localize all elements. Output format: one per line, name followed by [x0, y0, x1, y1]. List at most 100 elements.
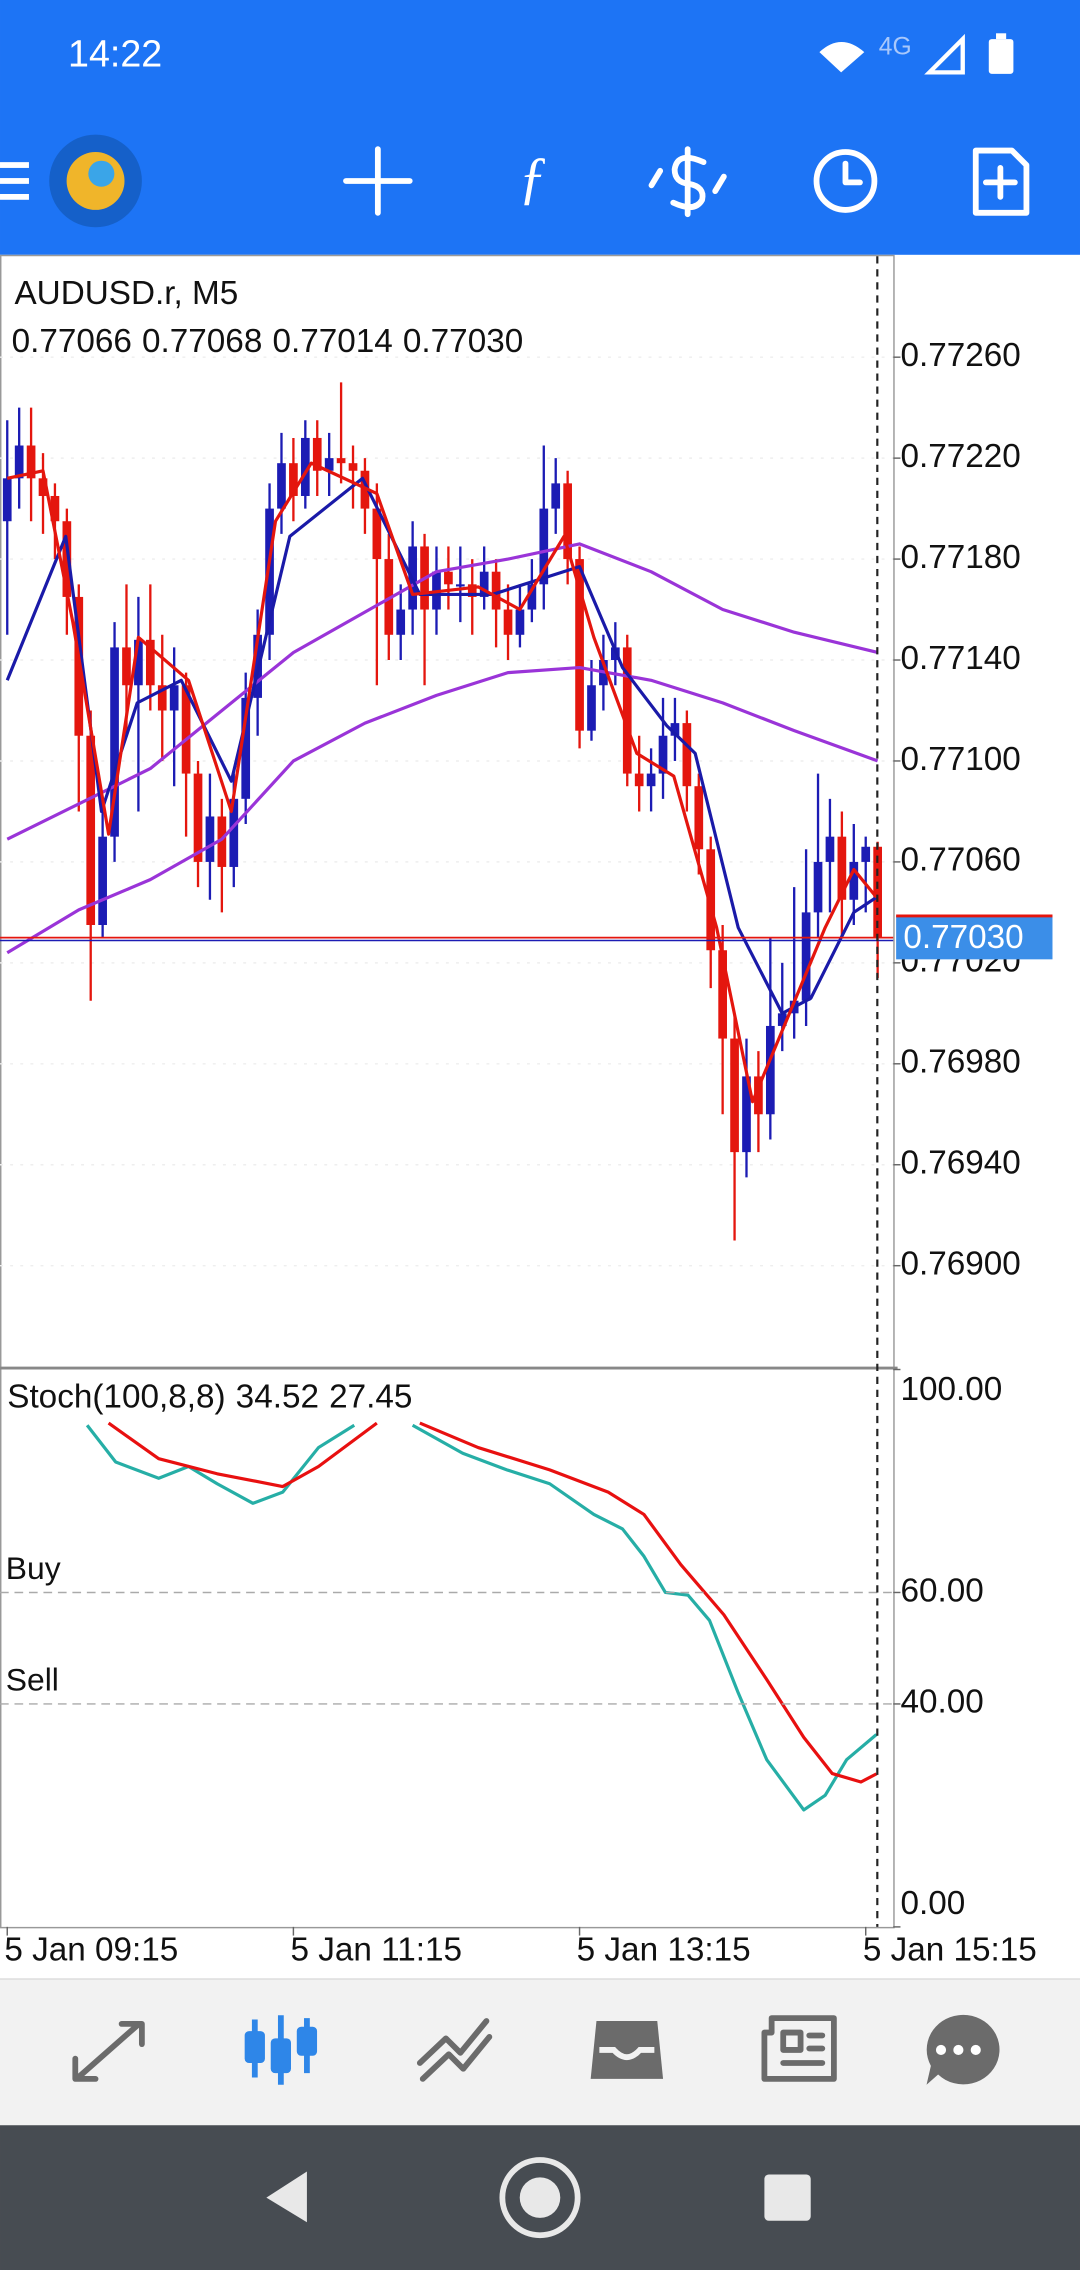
candle-body [527, 584, 537, 610]
chart-icon-body [270, 2038, 291, 2074]
timeframe-button[interactable] [813, 149, 878, 213]
candle-body [241, 697, 251, 799]
trade-tab[interactable] [416, 2018, 493, 2082]
oscillator-title: Stoch(100,8,8) 34.52 27.45 [7, 1378, 412, 1415]
indicator-line [6, 461, 878, 1104]
chart-icon-body [244, 2031, 265, 2063]
candle-body [873, 846, 882, 938]
indicator-line [6, 665, 879, 955]
app-logo[interactable] [49, 134, 142, 228]
menu-button[interactable] [0, 162, 29, 200]
candle-body [455, 584, 465, 587]
y-tick-label: 0.77060 [900, 842, 1020, 879]
y-tick-label: 0.76900 [900, 1245, 1020, 1282]
last-price-label: 0.77030 [903, 919, 1023, 956]
quotes-icon [72, 2020, 145, 2082]
clock-hands [842, 160, 863, 186]
candle-body [646, 773, 656, 787]
news-icon [761, 2015, 837, 2082]
chat-dot [953, 2044, 964, 2056]
x-tick-label: 5 Jan 15:15 [863, 1931, 1037, 1968]
arrows-icon [648, 167, 727, 194]
chat-dot [935, 2044, 947, 2056]
y-tick-label: 100.00 [900, 1371, 1002, 1408]
candle-body [50, 495, 60, 522]
logo-dot [88, 160, 115, 187]
x-tick-label: 5 Jan 11:15 [291, 1931, 462, 1968]
candle-body [444, 571, 453, 585]
candle-body [777, 1013, 787, 1026]
candle-body [62, 521, 72, 597]
candle-body [312, 437, 322, 471]
chart-tab[interactable] [244, 2015, 318, 2085]
candle-body [157, 685, 167, 711]
clock-icon [813, 149, 878, 213]
candle-body [730, 1038, 739, 1153]
oscillator-panel [85, 1421, 878, 1812]
y-tick-label: 60.00 [900, 1572, 983, 1609]
candle-body [849, 861, 859, 900]
trade-button[interactable] [648, 146, 727, 218]
candle-body [324, 458, 334, 471]
back-button[interactable] [266, 2171, 307, 2223]
y-tick-label: 0.00 [900, 1885, 965, 1922]
candle-body [300, 437, 310, 496]
candle-body [372, 508, 382, 560]
y-tick-label: 0.77140 [900, 640, 1020, 677]
status-time: 14:22 [68, 32, 162, 74]
candle-body [277, 463, 286, 509]
x-tick-label: 5 Jan 09:15 [4, 1931, 178, 1968]
quotes-tab[interactable] [72, 2020, 145, 2082]
news-tab[interactable] [761, 2015, 837, 2082]
home-button-dot [519, 2177, 561, 2218]
price-panel [2, 382, 882, 1241]
candle-body [217, 816, 227, 867]
candle-body [539, 508, 549, 585]
candle-body [86, 735, 96, 926]
signal-icon [924, 33, 965, 75]
bottom-nav [0, 1979, 1080, 2126]
oscillator-name: Stoch(100,8,8) [7, 1378, 225, 1415]
recents-button[interactable] [764, 2174, 811, 2221]
crosshair-button[interactable] [343, 146, 413, 216]
chat-tab[interactable] [926, 2014, 1000, 2085]
ohlc-value: 0.77068 [142, 323, 262, 360]
network-type: 4G [879, 33, 912, 60]
candle-body [622, 647, 632, 774]
candle-body [110, 647, 119, 837]
candle-body [181, 685, 191, 774]
indicators-button[interactable]: ƒ [518, 145, 547, 210]
candle-body [289, 463, 298, 496]
candle-body [205, 816, 215, 862]
ohlc-value: 0.77030 [403, 323, 523, 360]
home-button[interactable] [499, 2157, 581, 2239]
ohlc-readout: 0.77066 0.77068 0.77014 0.77030 [12, 323, 524, 360]
history-icon-tray [599, 2047, 655, 2061]
app-header [0, 0, 1080, 255]
battery-icon [988, 39, 1014, 74]
candle-body [861, 846, 871, 862]
candle-body [336, 458, 346, 464]
candle-body [813, 861, 823, 913]
candle-body [694, 786, 704, 850]
oscillator-value: 34.52 [236, 1378, 319, 1415]
candle-body [563, 483, 572, 560]
candle-body [26, 445, 36, 479]
battery-tip [996, 33, 1007, 40]
x-tick-label: 5 Jan 13:15 [577, 1931, 751, 1968]
candle-body [658, 735, 668, 774]
crosshair-icon [343, 146, 413, 216]
candle-body [38, 478, 48, 496]
history-tab[interactable] [590, 2020, 664, 2079]
indicator-line [107, 1421, 878, 1784]
candle-body [575, 559, 584, 731]
indicator-line [85, 1423, 878, 1812]
new-order-button[interactable] [972, 147, 1030, 216]
candle-body [503, 609, 513, 635]
candle-body [515, 609, 525, 635]
candle-body [491, 571, 501, 610]
dollar-icon [670, 146, 707, 218]
y-tick-label: 0.77100 [900, 741, 1020, 778]
candle-body [265, 508, 274, 635]
